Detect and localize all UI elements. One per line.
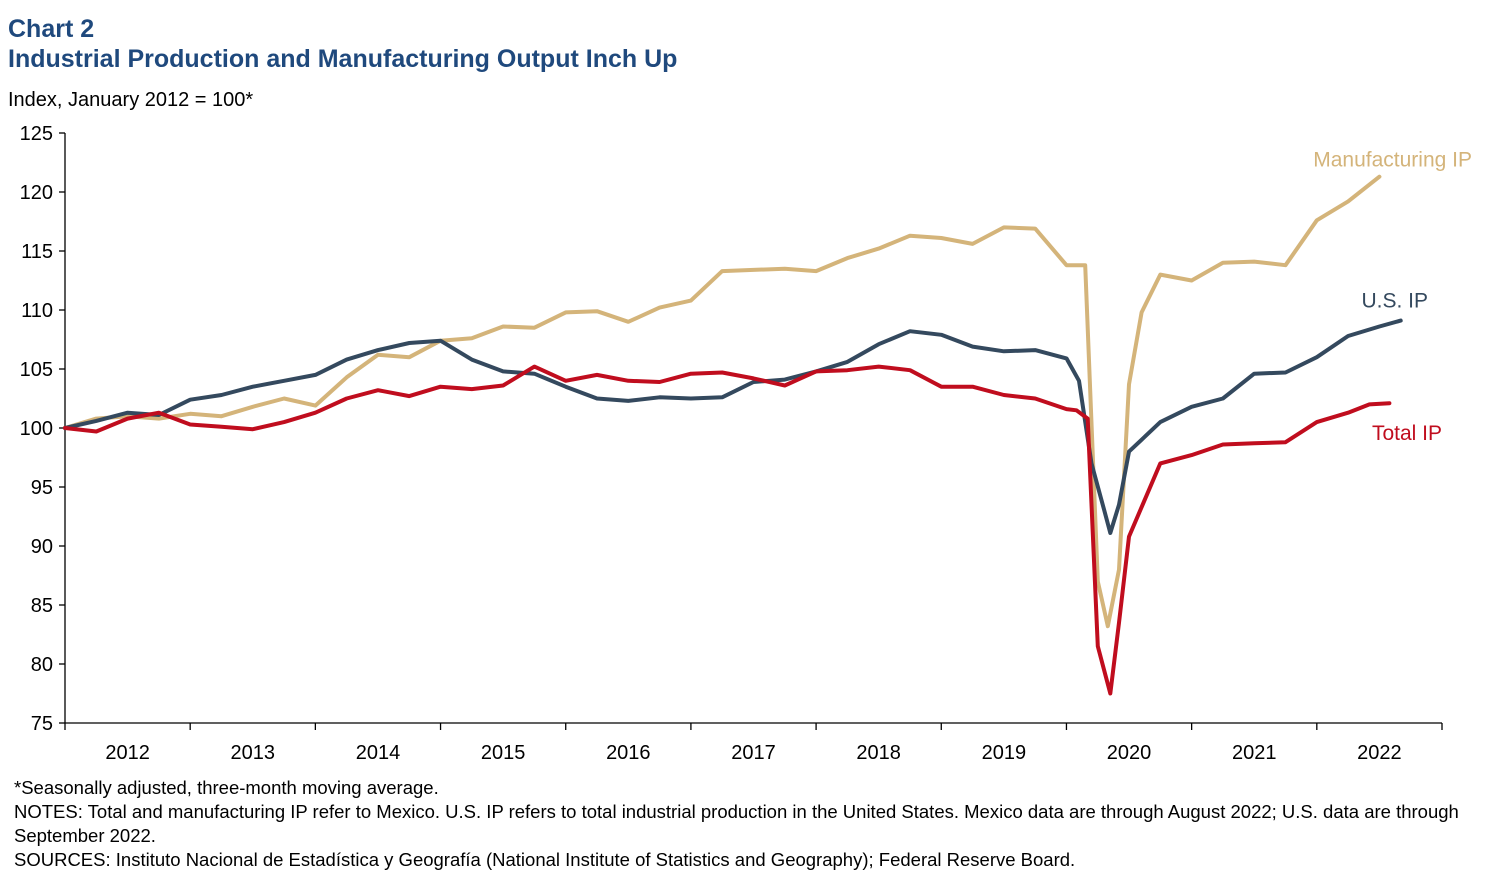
y-tick-label: 120 (20, 182, 53, 204)
y-tick-label: 125 (20, 123, 53, 145)
y-tick-label: 105 (20, 359, 53, 381)
y-tick-label: 80 (31, 654, 53, 676)
series-line-manufacturing-ip (63, 174, 1382, 629)
y-tick-label: 110 (21, 300, 53, 322)
series-label: U.S. IP (1361, 290, 1428, 313)
x-tick-label: 2020 (1107, 742, 1152, 764)
x-tick-label: 2012 (105, 742, 150, 764)
y-tick-label: 100 (20, 418, 53, 440)
x-tick-label: 2017 (731, 742, 776, 764)
title-block: Chart 2 Industrial Production and Manufa… (8, 14, 677, 74)
chart-subtitle: Index, January 2012 = 100* (8, 89, 254, 111)
x-tick-label: 2014 (356, 742, 401, 764)
footnote-notes: NOTES: Total and manufacturing IP refer … (14, 801, 1459, 846)
x-tick-label: 2021 (1232, 742, 1277, 764)
x-tick-label: 2016 (606, 742, 651, 764)
y-tick-label: 75 (31, 713, 53, 735)
x-tick-label: 2019 (982, 742, 1027, 764)
footnote-asterisk: *Seasonally adjusted, three-month moving… (14, 777, 439, 798)
x-tick-label: 2022 (1357, 742, 1402, 764)
x-axis: 2012 2013 2014 2015 2016 2017 2018 2019 2020 2021… (64, 722, 1443, 764)
footnotes: *Seasonally adjusted, three-month moving… (14, 776, 1484, 872)
series-group (63, 174, 1403, 696)
series-label: Manufacturing IP (1313, 149, 1472, 172)
y-tick-label: 115 (21, 241, 53, 263)
y-tick-label: 90 (31, 536, 53, 558)
series-label: Total IP (1372, 422, 1442, 445)
x-tick-label: 2013 (231, 742, 276, 764)
y-axis: 75 80 85 90 95 100 105 110 115 120 125 (20, 123, 66, 735)
x-tick-label: 2018 (856, 742, 901, 764)
y-tick-label: 95 (31, 477, 53, 499)
footnote-sources: SOURCES: Instituto Nacional de Estadísti… (14, 849, 1076, 870)
series-line-u-s-ip (63, 318, 1403, 535)
series-line-total-ip (63, 364, 1392, 696)
series-labels: Manufacturing IP U.S. IP Total IP (1313, 149, 1472, 446)
y-tick-label: 85 (31, 595, 53, 617)
x-tick-label: 2015 (481, 742, 526, 764)
chart-number: Chart 2 (8, 15, 95, 43)
chart-title: Industrial Production and Manufacturing … (8, 45, 678, 73)
